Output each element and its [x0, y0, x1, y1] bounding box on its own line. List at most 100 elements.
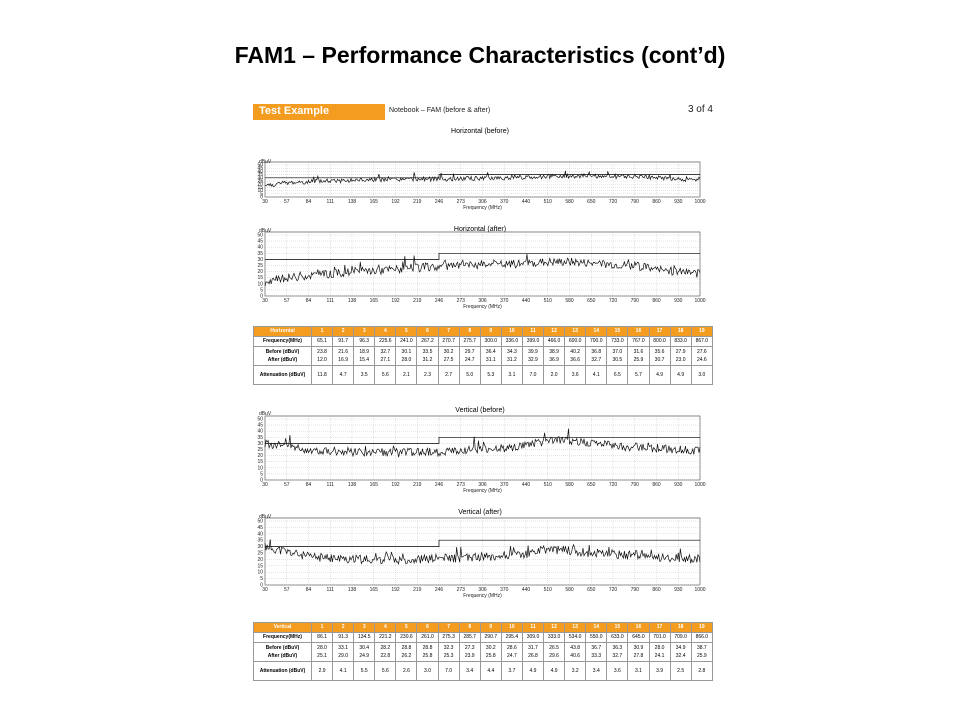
- table-cell: 550.0: [585, 632, 608, 643]
- table-cell: 29.7 24.7: [458, 346, 481, 366]
- y-tick-label: 15: [257, 185, 263, 191]
- y-tick-label: 25: [257, 447, 263, 453]
- y-tick-label: 35: [257, 435, 263, 441]
- table-cell: 17: [648, 622, 671, 633]
- x-tick-label: 580: [565, 298, 574, 304]
- y-tick-label: 45: [257, 525, 263, 531]
- table-cell: 9: [479, 622, 502, 633]
- table-cell: 866.0: [690, 632, 714, 643]
- x-tick-label: 273: [457, 482, 466, 488]
- table-cell: 19: [690, 326, 714, 337]
- x-tick-label: 580: [565, 199, 574, 205]
- y-tick-label: 0: [260, 195, 263, 201]
- table-cell: 5.6: [374, 661, 397, 681]
- x-tick-label: 510: [544, 199, 553, 205]
- table-cell: 3.6: [564, 365, 587, 385]
- chart-title: Horizontal (after): [454, 226, 506, 233]
- x-tick-label: 860: [652, 482, 661, 488]
- table-cell: 9: [479, 326, 502, 337]
- x-tick-label: 440: [522, 482, 531, 488]
- x-tick-label: 580: [565, 482, 574, 488]
- x-tick-label: 84: [306, 587, 312, 593]
- table-cell: 27.3 23.9: [458, 642, 481, 662]
- table-cell: 32.3 25.3: [437, 642, 460, 662]
- table-cell: 3.1: [500, 365, 523, 385]
- y-tick-label: 5: [260, 287, 263, 293]
- x-tick-label: 219: [413, 199, 422, 205]
- table-cell: 31.7 26.8: [521, 642, 545, 662]
- table-cell: 21.6 16.9: [332, 346, 355, 366]
- table-cell: 5.5: [353, 661, 376, 681]
- y-tick-label: 15: [257, 275, 263, 281]
- table-cell: 96.3: [353, 336, 376, 347]
- x-tick-label: 138: [348, 587, 357, 593]
- y-unit-label: dBuV: [259, 411, 272, 417]
- table-cell: 28.6 24.7: [500, 642, 523, 662]
- x-tick-label: 720: [609, 298, 618, 304]
- banner-label: Test Example: [259, 105, 330, 117]
- x-tick-label: 306: [478, 199, 487, 205]
- table-cell: 767.0: [627, 336, 650, 347]
- table-cell: 336.0: [500, 336, 523, 347]
- x-tick-label: 510: [544, 298, 553, 304]
- x-tick-label: 84: [306, 482, 312, 488]
- table-cell: 5.0: [458, 365, 481, 385]
- y-tick-label: 45: [257, 423, 263, 429]
- table-cell: 534.0: [564, 632, 587, 643]
- x-tick-label: 650: [587, 298, 596, 304]
- table-cell: 36.8 32.7: [585, 346, 608, 366]
- table-cell: 5: [395, 326, 418, 337]
- x-tick-label: 790: [631, 587, 640, 593]
- table-cell: 4.1: [332, 661, 355, 681]
- table-cell: 19: [690, 622, 714, 633]
- horizontal-table: Horizontal 1 2 3 4 5 6 7 8 9 10 11 12 13 14 15 16 17 18 19 F…: [253, 326, 714, 385]
- table-cell: 38.7 25.9: [690, 642, 714, 662]
- x-tick-label: 273: [457, 298, 466, 304]
- table-cell: 38.9 36.9: [543, 346, 566, 366]
- x-tick-label: 30: [262, 199, 268, 205]
- x-tick-label: 192: [391, 298, 400, 304]
- table-cell: 309.0: [521, 632, 545, 643]
- table-cell: 733.0: [606, 336, 629, 347]
- table-cell: 31.6 25.9: [627, 346, 650, 366]
- x-tick-label: 930: [674, 298, 683, 304]
- y-tick-label: 20: [257, 557, 263, 563]
- table-cell: 2.1: [395, 365, 418, 385]
- report-header: Test Example Notebook – FAM (before & af…: [253, 104, 713, 122]
- table-cell: 10: [500, 622, 523, 633]
- frequency-row: Frequency(MHz) 86.1 91.3 134.5 221.2 230.6 261…: [253, 632, 714, 643]
- y-tick-label: 0: [260, 478, 263, 484]
- table-cell: 28.0 25.1: [310, 642, 334, 662]
- table-cell: 2.6: [395, 661, 418, 681]
- table-cell: 241.0: [395, 336, 418, 347]
- chart-title: Horizontal (before): [451, 128, 509, 135]
- row-label: Vertical: [253, 622, 312, 633]
- table-cell: 633.0: [606, 632, 629, 643]
- table-cell: 5.7: [627, 365, 650, 385]
- table-cell: 23.8 12.0: [310, 346, 334, 366]
- table-cell: 36.3 32.7: [606, 642, 629, 662]
- y-tick-label: 45: [257, 239, 263, 245]
- table-cell: 3.4: [458, 661, 481, 681]
- table-cell: 3.2: [564, 661, 587, 681]
- x-tick-label: 370: [500, 482, 509, 488]
- table-cell: 2.5: [669, 661, 692, 681]
- table-cell: 11: [521, 326, 545, 337]
- y-tick-label: 50: [257, 519, 263, 525]
- x-tick-label: 138: [348, 199, 357, 205]
- table-cell: 16: [627, 326, 650, 337]
- x-tick-label: 580: [565, 587, 574, 593]
- table-cell: 11: [521, 622, 545, 633]
- x-tick-label: 246: [435, 587, 444, 593]
- x-tick-label: 192: [391, 587, 400, 593]
- table-cell: 30.2 27.5: [437, 346, 460, 366]
- y-tick-label: 5: [260, 191, 263, 197]
- table-cell: 3.7: [500, 661, 523, 681]
- table-cell: 6.5: [606, 365, 629, 385]
- table-cell: 26.5 29.6: [543, 642, 566, 662]
- emission-trace: [264, 428, 701, 458]
- table-cell: 8: [458, 622, 481, 633]
- y-tick-label: 25: [257, 551, 263, 557]
- x-tick-label: 720: [609, 587, 618, 593]
